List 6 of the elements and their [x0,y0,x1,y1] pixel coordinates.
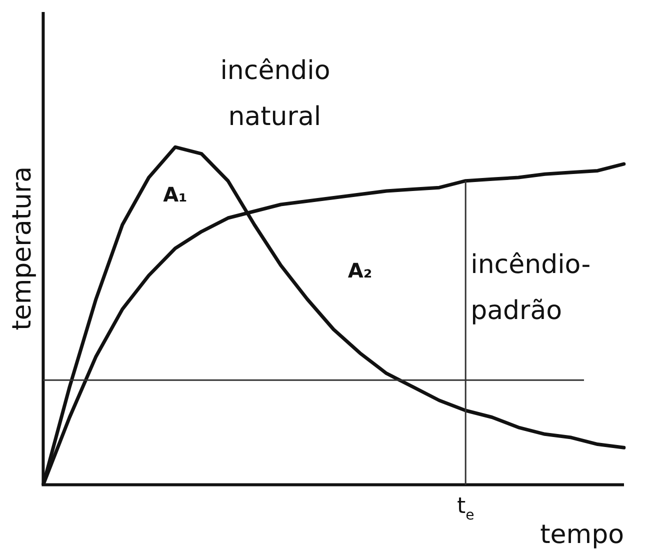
series-label: incêndio natural [220,56,330,132]
x-axis-title: tempo [540,520,624,550]
y-axis-title: temperatura [7,166,38,330]
annotation: A₂ [348,258,372,283]
annotation: A₁ [163,182,188,207]
text: incêndio-padrão [470,250,591,326]
